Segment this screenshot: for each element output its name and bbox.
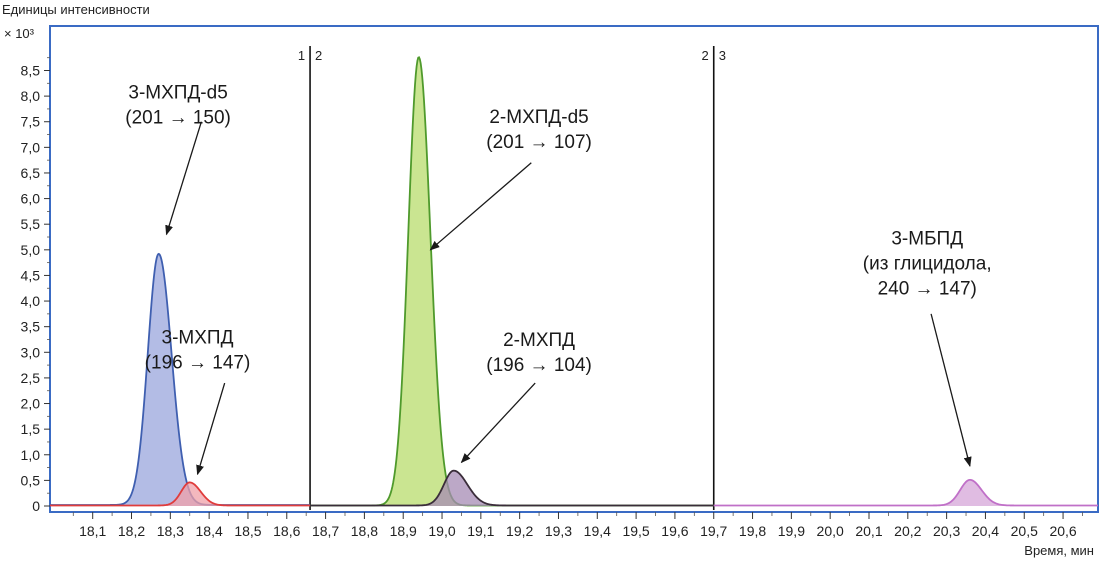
- y-axis-scale-label: × 10³: [4, 26, 35, 41]
- annotation-label: 2-МХПД (196 → 104): [486, 330, 592, 376]
- y-tick-label: 0,5: [21, 472, 41, 488]
- y-tick-label: 2,5: [21, 370, 41, 386]
- y-tick-label: 5,5: [21, 216, 41, 232]
- annotation-label: 3-МХПД-d5 (201 → 150): [125, 83, 231, 129]
- x-tick-label: 18,1: [79, 523, 106, 539]
- x-axis-title: Время, мин: [1024, 543, 1094, 558]
- x-tick-label: 18,7: [312, 523, 339, 539]
- x-tick-label: 19,2: [506, 523, 533, 539]
- series-area-5: [921, 479, 1029, 506]
- y-tick-label: 0: [32, 498, 40, 514]
- x-tick-label: 18,4: [196, 523, 223, 539]
- y-tick-label: 7,0: [21, 139, 41, 155]
- y-tick-label: 7,5: [21, 114, 41, 130]
- series-area-1: [104, 253, 223, 506]
- x-tick-label: 18,8: [351, 523, 378, 539]
- annotation-line: 2-МХПД: [503, 330, 575, 351]
- x-tick-label: 19,8: [739, 523, 766, 539]
- x-tick-label: 20,6: [1049, 523, 1076, 539]
- x-tick-label: 20,4: [972, 523, 999, 539]
- x-tick-label: 20,0: [817, 523, 844, 539]
- annotation-arrow: [429, 162, 532, 251]
- annotation-line: 3-МХПД-d5: [128, 83, 227, 104]
- x-tick-label: 19,9: [778, 523, 805, 539]
- segment-label: 1: [298, 48, 305, 63]
- series-area-2: [147, 482, 245, 506]
- annotation-label: 3-МХПД (196 → 147): [145, 328, 251, 374]
- x-tick-label: 18,3: [157, 523, 184, 539]
- annotation-line: (201 → 150): [125, 108, 231, 129]
- annotation-line: (196 → 104): [486, 355, 592, 376]
- x-tick-label: 19,0: [428, 523, 455, 539]
- x-tick-label: 19,7: [700, 523, 727, 539]
- x-tick-label: 19,1: [467, 523, 494, 539]
- annotation-line: 240 → 147): [878, 279, 977, 300]
- annotation-line: 3-МБПД: [891, 229, 963, 250]
- x-tick-label: 18,9: [390, 523, 417, 539]
- annotation-line: (196 → 147): [145, 353, 251, 374]
- x-tick-label: 19,5: [622, 523, 649, 539]
- y-tick-label: 1,5: [21, 421, 41, 437]
- y-tick-label: 4,5: [21, 267, 41, 283]
- y-tick-label: 4,0: [21, 293, 41, 309]
- y-axis-title: Единицы интенсивности: [2, 2, 150, 17]
- x-tick-label: 18,6: [273, 523, 300, 539]
- annotation-arrow: [930, 313, 972, 468]
- y-tick-label: 3,5: [21, 319, 41, 335]
- x-tick-label: 18,2: [118, 523, 145, 539]
- x-tick-label: 20,3: [933, 523, 960, 539]
- x-tick-label: 18,5: [234, 523, 261, 539]
- x-tick-label: 19,6: [661, 523, 688, 539]
- y-tick-label: 5,0: [21, 242, 41, 258]
- annotation-label: 3-МБПД (из глицидола, 240 → 147): [863, 229, 992, 300]
- series-line-4: [310, 469, 714, 507]
- series-line-2: [50, 481, 311, 507]
- y-tick-label: 8,0: [21, 88, 41, 104]
- y-tick-label: 1,0: [21, 447, 41, 463]
- plot-frame: [49, 25, 1099, 513]
- segment-label: 3: [719, 48, 726, 63]
- annotation-line: (из глицидола,: [863, 254, 992, 275]
- series-line-5: [713, 478, 1098, 507]
- annotation-line: 2-МХПД-d5: [489, 107, 588, 128]
- series-area-3: [366, 57, 477, 507]
- segment-label: 2: [701, 48, 708, 63]
- annotation-arrow: [460, 382, 536, 464]
- y-tick-label: 6,5: [21, 165, 41, 181]
- annotation-arrow: [165, 121, 202, 236]
- x-tick-label: 19,4: [584, 523, 611, 539]
- annotation-line: 3-МХПД: [162, 328, 234, 349]
- x-tick-label: 19,3: [545, 523, 572, 539]
- y-tick-label: 3,0: [21, 344, 41, 360]
- annotation-line: (201 → 107): [486, 132, 592, 153]
- y-tick-label: 6,0: [21, 191, 41, 207]
- annotation-arrow: [196, 382, 226, 476]
- segment-label: 2: [315, 48, 322, 63]
- series-area-4: [405, 470, 522, 506]
- x-tick-label: 20,5: [1011, 523, 1038, 539]
- annotation-label: 2-МХПД-d5 (201 → 107): [486, 107, 592, 153]
- x-tick-label: 20,1: [855, 523, 882, 539]
- x-tick-label: 20,2: [894, 523, 921, 539]
- y-tick-label: 8,5: [21, 62, 41, 78]
- y-tick-label: 2,0: [21, 396, 41, 412]
